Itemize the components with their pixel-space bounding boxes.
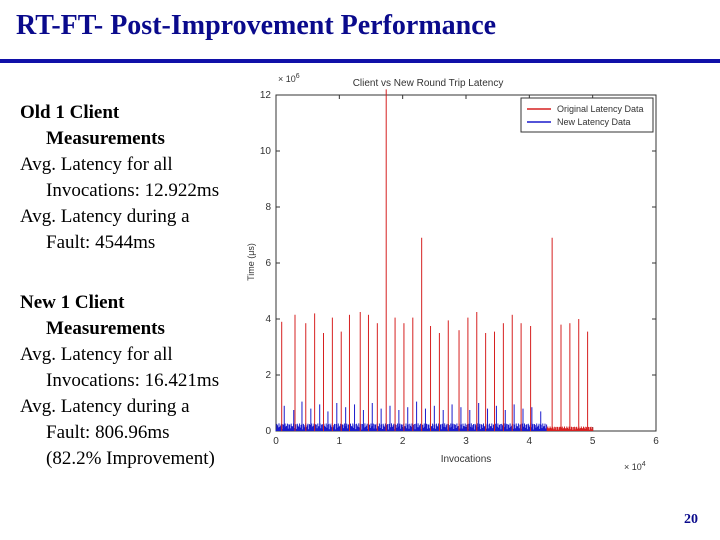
y-tick-label: 2: [265, 370, 271, 381]
new-heading-line-2: Measurements: [46, 318, 165, 339]
x-axis-label: Invocations: [441, 454, 492, 465]
y-exponent-label: × 106: [278, 73, 300, 84]
slide-title: RT-FT- Post-Improvement Performance: [16, 10, 497, 41]
new-avg-all-line-2: Invocations: 16.421ms: [46, 370, 220, 391]
plot-frame: [275, 94, 657, 432]
old-heading-line-2: Measurements: [46, 128, 165, 149]
chart-title: Client vs New Round Trip Latency: [353, 78, 504, 89]
x-tick-label: 1: [337, 436, 343, 447]
legend-box: [520, 97, 654, 133]
y-tick-label: 10: [260, 146, 272, 157]
new-avg-all-line-1: Avg. Latency for all: [20, 344, 173, 365]
y-tick-label: 4: [265, 314, 271, 325]
legend-label: New Latency Data: [557, 117, 631, 127]
y-tick-label: 12: [260, 90, 272, 101]
y-tick-label: 8: [265, 202, 271, 213]
new-avg-fault-line-1: Avg. Latency during a: [20, 396, 190, 417]
x-tick-label: 6: [653, 436, 659, 447]
legend-label: Original Latency Data: [557, 104, 644, 114]
new-measurements-block: New 1 Client Measurements Avg. Latency f…: [20, 290, 260, 472]
x-exponent-label: × 104: [624, 461, 646, 472]
old-measurements-block: Old 1 Client Measurements Avg. Latency f…: [20, 100, 260, 256]
x-tick-label: 0: [273, 436, 279, 447]
title-divider: [0, 59, 720, 63]
bullet-list: Old 1 Client Measurements Avg. Latency f…: [20, 100, 260, 506]
old-heading-line-1: Old 1 Client: [20, 102, 120, 123]
x-tick-label: 2: [400, 436, 406, 447]
new-heading-line-1: New 1 Client: [20, 292, 125, 313]
x-tick-label: 5: [590, 436, 596, 447]
y-tick-label: 0: [265, 426, 271, 437]
y-axis-label: Time (μs): [246, 243, 256, 281]
y-tick-label: 6: [265, 258, 271, 269]
old-avg-all-line-1: Avg. Latency for all: [20, 154, 173, 175]
x-tick-label: 4: [527, 436, 533, 447]
page-number: 20: [684, 512, 698, 527]
x-tick-label: 3: [463, 436, 469, 447]
new-avg-fault-line-2: Fault: 806.96ms: [46, 422, 170, 443]
old-avg-all-line-2: Invocations: 12.922ms: [46, 180, 220, 201]
new-improvement-line: (82.2% Improvement): [46, 448, 215, 469]
old-avg-fault-line-1: Avg. Latency during a: [20, 206, 190, 227]
old-avg-fault-line-2: Fault: 4544ms: [46, 232, 156, 253]
